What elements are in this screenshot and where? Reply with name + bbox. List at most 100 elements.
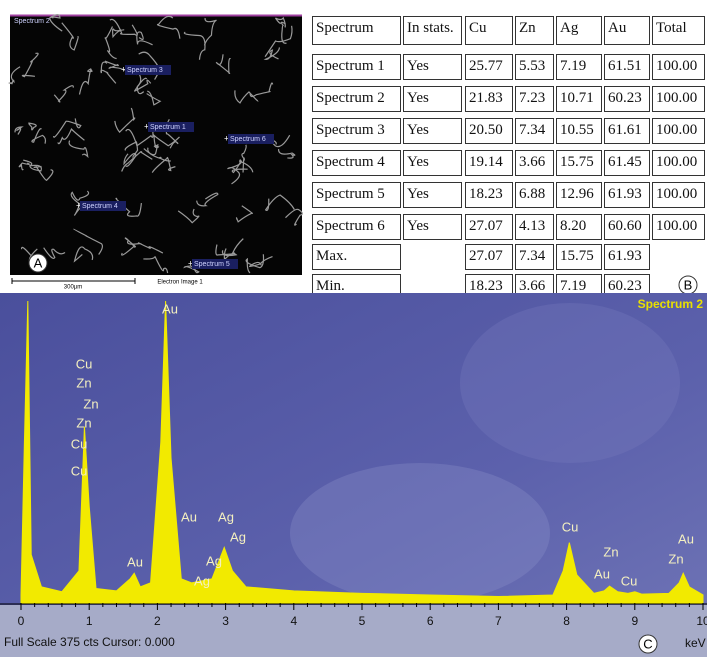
table-cell: 100.00 <box>652 214 705 240</box>
texture-line <box>143 256 169 274</box>
x-tick-label: 0 <box>18 614 25 628</box>
table-cell: 3.66 <box>515 150 554 176</box>
texture-line <box>248 256 273 268</box>
image-caption: Electron Image 1 <box>157 280 203 286</box>
header-cell: In stats. <box>403 16 462 45</box>
texture-line <box>28 122 37 131</box>
summary-cell: 7.34 <box>515 244 554 270</box>
header-cell: Cu <box>465 16 513 45</box>
panel-letter: A <box>34 255 43 270</box>
texture-line <box>123 152 137 167</box>
label-bg <box>125 65 171 75</box>
spectrum-label: Spectrum 6 <box>230 136 266 143</box>
panel-letter: B <box>684 277 693 292</box>
table-cell: Spectrum 4 <box>312 150 401 176</box>
footer: Full Scale 375 cts Cursor: 0.000 <box>4 635 175 649</box>
site-marker: + <box>224 133 229 143</box>
background-texture <box>290 463 550 603</box>
x-tick-label: 10 <box>696 614 707 628</box>
x-tick-label: 6 <box>427 614 434 628</box>
peak-label: Ag <box>206 553 222 568</box>
texture-line <box>215 238 244 256</box>
texture-line <box>245 254 265 274</box>
texture-line <box>241 144 247 173</box>
header-cell: Zn <box>515 16 554 45</box>
panel-c: Spectrum 2 Full Scale 375 cts Cursor: 0.… <box>0 293 707 657</box>
texture-line <box>177 208 200 224</box>
table-cell: 18.23 <box>465 182 513 208</box>
texture-line <box>121 237 137 256</box>
table-cell: Yes <box>403 182 462 208</box>
texture-line <box>285 208 303 226</box>
texture-line <box>21 52 39 78</box>
texture-line <box>234 90 259 104</box>
texture-line <box>183 31 206 60</box>
texture-line <box>215 54 231 74</box>
table-cell: 7.34 <box>515 118 554 144</box>
x-tick-label: 1 <box>86 614 93 628</box>
peak-label: Zn <box>76 375 91 390</box>
peak-label: Ag <box>230 529 246 544</box>
table-cell: Yes <box>403 214 462 240</box>
table-cell: 25.77 <box>465 54 513 80</box>
texture-line <box>109 18 138 36</box>
texture-line <box>277 149 296 159</box>
x-tick-label: 3 <box>222 614 229 628</box>
table-cell: 100.00 <box>652 54 705 80</box>
table-cell: 5.53 <box>515 54 554 80</box>
texture-line <box>114 107 136 134</box>
texture-line <box>104 60 126 71</box>
table-cell: 61.93 <box>604 182 650 208</box>
table-cell: 8.20 <box>556 214 602 240</box>
peak-label: Zn <box>668 551 683 566</box>
texture-line <box>14 126 24 135</box>
header-cell: Total <box>652 16 705 45</box>
table-cell: 100.00 <box>652 182 705 208</box>
x-tick-label: 2 <box>154 614 161 628</box>
table-cell: 10.71 <box>556 86 602 112</box>
label-bg <box>228 134 274 144</box>
label-bg <box>192 259 238 269</box>
summary-cell: 61.93 <box>604 244 650 270</box>
x-tick-label: 7 <box>495 614 502 628</box>
table-cell: 61.51 <box>604 54 650 80</box>
peak-label: Zn <box>83 396 98 411</box>
table-cell: Spectrum 1 <box>312 54 401 80</box>
texture-line <box>43 247 66 259</box>
scale-label: 300µm <box>64 285 82 291</box>
texture-line <box>73 246 94 263</box>
texture-line <box>23 159 42 172</box>
table-cell: Spectrum 5 <box>312 182 401 208</box>
texture-line <box>33 165 54 181</box>
table-cell: 61.45 <box>604 150 650 176</box>
x-tick-label: 9 <box>631 614 638 628</box>
peak-label: Cu <box>71 436 88 451</box>
summary-cell: 27.07 <box>465 244 513 270</box>
summary-label: Max. <box>312 244 401 270</box>
background-texture <box>460 303 680 463</box>
table-cell: 4.13 <box>515 214 554 240</box>
site-marker: + <box>76 200 81 210</box>
table-cell: 15.75 <box>556 150 602 176</box>
spectrum-label: Spectrum 1 <box>150 124 186 131</box>
summary-cell: 15.75 <box>556 244 602 270</box>
spectrum-label: Spectrum 4 <box>82 203 118 210</box>
table-cell: Yes <box>403 86 462 112</box>
peak-label: Zn <box>76 415 91 430</box>
panel-letter-circle <box>28 253 48 273</box>
table-cell: 20.50 <box>465 118 513 144</box>
peak-label: Au <box>127 554 143 569</box>
texture-line <box>68 140 89 159</box>
peak-label: Ag <box>218 509 234 524</box>
texture-line <box>100 61 117 84</box>
table-cell: 27.07 <box>465 214 513 240</box>
texture-line <box>70 190 90 208</box>
table-cell: 7.19 <box>556 54 602 80</box>
table-cell: Yes <box>403 150 462 176</box>
texture-line <box>53 118 82 138</box>
table-cell: 100.00 <box>652 150 705 176</box>
texture-line <box>49 14 63 32</box>
texture-line <box>227 159 243 185</box>
header-cell: Au <box>604 16 650 45</box>
spectrum-title: Spectrum 2 <box>638 297 704 311</box>
